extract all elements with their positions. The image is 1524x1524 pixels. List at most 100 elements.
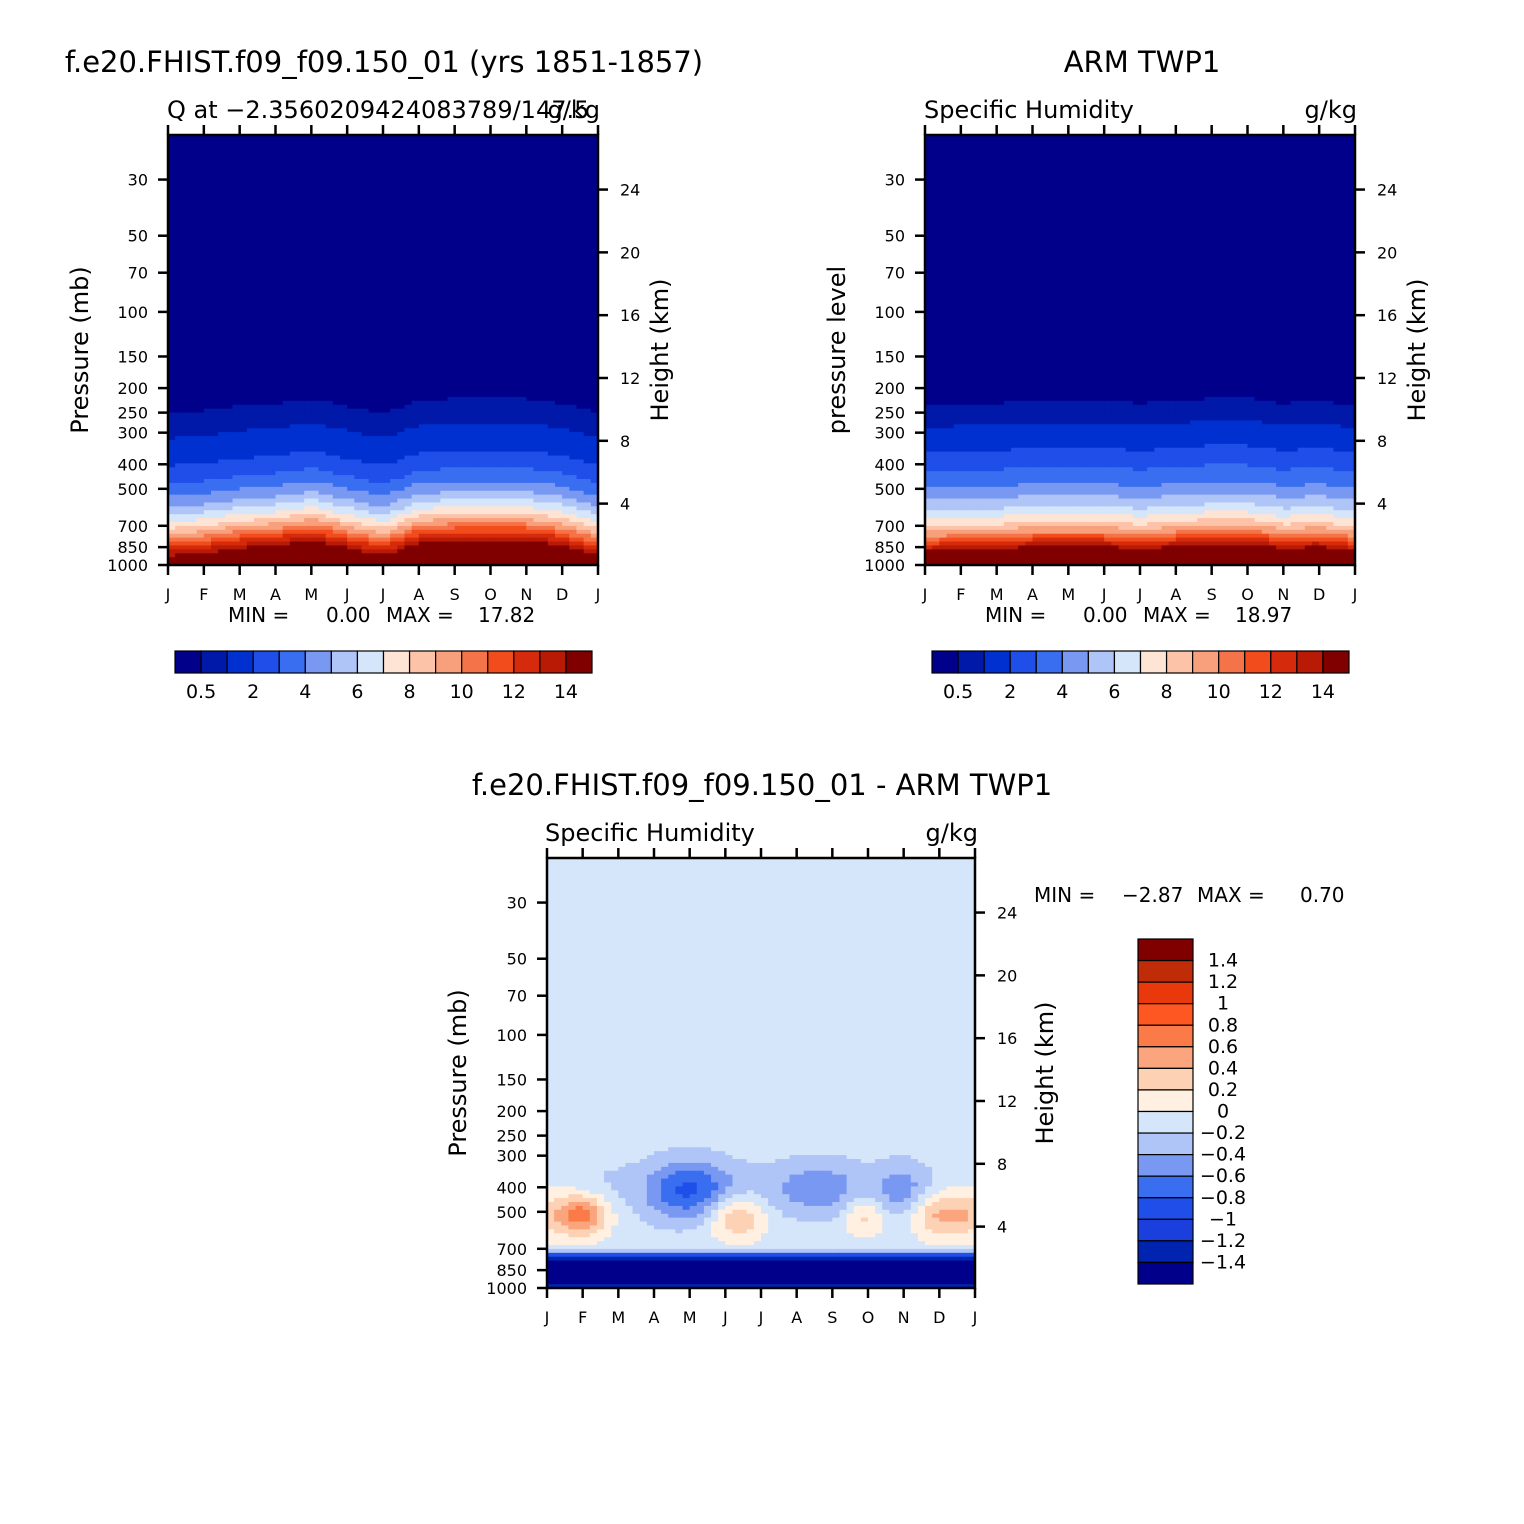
contour-cell	[182, 455, 191, 461]
contour-cell	[282, 228, 291, 234]
contour-cell	[461, 146, 470, 152]
contour-cell	[390, 299, 398, 304]
contour-cell	[232, 318, 241, 324]
contour-cell	[368, 439, 377, 445]
contour-cell	[404, 209, 413, 214]
contour-cell	[361, 416, 370, 421]
contour-cell	[354, 420, 363, 425]
contour-cell	[182, 135, 191, 140]
contour-cell	[189, 166, 198, 171]
contour-cell	[182, 334, 191, 339]
contour-cell	[225, 385, 234, 390]
contour-cell	[354, 518, 363, 523]
contour-cell	[318, 506, 327, 511]
contour-cell	[361, 432, 370, 437]
contour-cell	[218, 217, 226, 222]
contour-cell	[368, 553, 377, 558]
contour-cell	[375, 436, 384, 441]
contour-cell	[340, 475, 348, 480]
contour-cell	[433, 471, 441, 476]
contour-cell	[297, 459, 305, 464]
contour-cell	[354, 424, 363, 429]
contour-cell	[189, 522, 198, 527]
contour-cell	[332, 467, 341, 472]
contour-cell	[411, 541, 420, 547]
contour-cell	[211, 561, 219, 566]
contour-cell	[390, 135, 398, 140]
contour-cell	[246, 256, 255, 261]
contour-cell	[311, 314, 320, 320]
contour-cell	[354, 498, 363, 504]
contour-cell	[175, 443, 183, 449]
contour-cell	[469, 373, 477, 378]
contour-cell	[397, 174, 406, 179]
contour-cell	[426, 346, 434, 351]
contour-cell	[447, 189, 456, 195]
contour-cell	[440, 506, 449, 511]
contour-cell	[440, 330, 449, 335]
contour-cell	[289, 217, 298, 222]
contour-cell	[340, 463, 348, 468]
contour-cell	[218, 447, 226, 453]
contour-cell	[375, 193, 384, 199]
contour-cell	[239, 514, 248, 519]
contour-cell	[254, 256, 262, 261]
contour-cell	[232, 334, 241, 339]
contour-cell	[469, 561, 477, 566]
contour-cell	[203, 385, 212, 390]
contour-cell	[239, 537, 248, 543]
contour-cell	[390, 365, 398, 371]
contour-cell	[189, 240, 198, 246]
contour-cell	[225, 471, 234, 476]
contour-cell	[361, 553, 370, 558]
contour-cell	[375, 283, 384, 289]
contour-cell	[246, 393, 255, 398]
contour-cell	[404, 217, 413, 222]
contour-cell	[297, 420, 305, 425]
contour-cell	[318, 529, 327, 535]
contour-cell	[254, 267, 262, 273]
contour-cell	[218, 252, 226, 257]
contour-cell	[182, 486, 191, 492]
contour-cell	[189, 451, 198, 457]
contour-cell	[297, 209, 305, 214]
contour-cell	[182, 271, 191, 277]
contour-cell	[476, 498, 484, 504]
contour-cell	[325, 436, 334, 441]
contour-cell	[440, 252, 449, 257]
contour-cell	[311, 455, 320, 461]
contour-cell	[239, 553, 248, 558]
contour-cell	[311, 307, 320, 312]
contour-cell	[325, 400, 334, 406]
contour-cell	[318, 404, 327, 410]
contour-cell	[189, 142, 198, 148]
contour-cell	[483, 232, 492, 238]
contour-cell	[426, 279, 434, 285]
contour-cell	[289, 533, 298, 539]
contour-cell	[447, 217, 456, 222]
contour-cell	[461, 228, 470, 234]
contour-cell	[347, 338, 355, 343]
contour-cell	[418, 166, 427, 171]
contour-cell	[282, 279, 291, 285]
contour-cell	[246, 217, 255, 222]
contour-cell	[196, 248, 205, 253]
contour-cell	[426, 221, 434, 226]
contour-cell	[203, 185, 212, 191]
contour-cell	[433, 549, 441, 554]
contour-cell	[282, 459, 291, 464]
contour-cell	[483, 209, 492, 214]
contour-cell	[404, 205, 413, 210]
contour-cell	[340, 314, 348, 320]
contour-cell	[318, 295, 327, 300]
contour-cell	[325, 201, 334, 206]
contour-cell	[318, 494, 327, 500]
contour-cell	[433, 303, 441, 308]
contour-cell	[383, 178, 391, 183]
contour-cell	[196, 338, 205, 343]
contour-cell	[211, 467, 219, 472]
contour-cell	[383, 271, 391, 277]
contour-cell	[289, 181, 298, 187]
contour-cell	[211, 205, 219, 210]
contour-cell	[340, 146, 348, 152]
